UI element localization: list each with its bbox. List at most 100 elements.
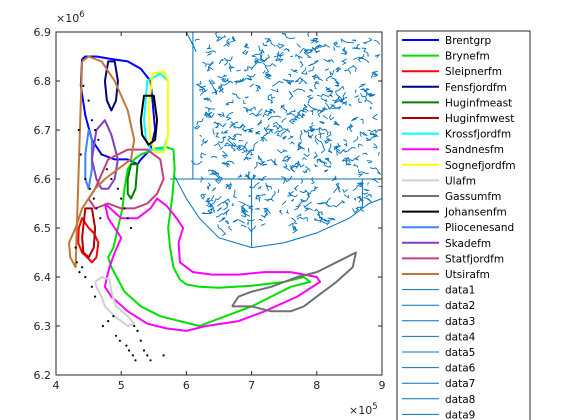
lake-outline [352, 65, 357, 72]
lake-outline [372, 132, 379, 138]
lake-outline [373, 39, 381, 45]
lake-outline [281, 200, 287, 206]
lake-outline [262, 62, 277, 67]
lake-outline [371, 177, 379, 184]
series-huginfmeast [126, 163, 139, 200]
lake-outline [324, 68, 329, 71]
lake-outline [257, 155, 264, 163]
legend-item-brentgrp: Brentgrp [402, 35, 492, 47]
lake-outline [211, 84, 217, 94]
lake-outline [351, 39, 357, 42]
lake-outline [216, 207, 222, 212]
legend-label: data3 [445, 316, 475, 328]
lake-outline [225, 99, 234, 106]
well-point [74, 246, 77, 249]
lake-outline [253, 162, 261, 169]
ticks-layer: 4 5 6 7 8 9 6.2 6.3 6.4 6.5 6.6 6.7 6.8 6.9 [34, 26, 386, 392]
lake-outline [328, 90, 334, 98]
lake-outline [345, 159, 351, 164]
lake-outline [200, 152, 207, 159]
lake-outline [309, 110, 314, 116]
lake-outline [362, 152, 368, 156]
lake-outline [193, 125, 201, 130]
lake-outline [217, 136, 227, 144]
legend-item-huginfmwest: Huginfmwest [402, 113, 514, 125]
series-gassumfm [231, 251, 357, 313]
y-tick-label: 6.9 [34, 26, 52, 39]
lake-outline [280, 104, 285, 110]
lake-outline [345, 158, 353, 166]
lake-outline [325, 138, 333, 144]
lake-outline [257, 54, 270, 64]
lake-outline [282, 154, 289, 162]
lake-outline [354, 89, 357, 93]
lake-outline [352, 184, 363, 191]
lake-outline [323, 58, 331, 62]
lake-outline [365, 91, 375, 97]
lake-outline [257, 185, 262, 190]
lake-outline [261, 213, 269, 218]
lake-outline [208, 79, 213, 83]
lake-outline [205, 111, 215, 118]
lake-outline [308, 66, 315, 72]
lake-outline [199, 89, 204, 92]
lake-outline [243, 141, 248, 150]
lake-outline [358, 173, 364, 178]
series-huginfmwest [81, 207, 97, 259]
lake-outline [264, 66, 269, 74]
lake-outline [308, 126, 316, 133]
lake-outline [207, 52, 212, 56]
lake-outline [358, 83, 367, 88]
lake-outline [223, 57, 228, 66]
legend-label: data2 [445, 300, 475, 312]
legend-item-krossfjordfm: Krossfjordfm [402, 129, 511, 141]
lake-outline [366, 160, 372, 164]
lake-outline [196, 117, 204, 126]
well-point [94, 295, 97, 298]
well-point [149, 359, 152, 362]
lake-outline [343, 194, 349, 199]
lake-outline [265, 109, 268, 113]
lake-outline [334, 96, 340, 103]
lake-outline [199, 85, 207, 93]
legend-label: data1 [445, 285, 475, 297]
lake-outline [214, 174, 221, 184]
lake-outline [307, 147, 310, 153]
lake-outline [225, 78, 229, 82]
lake-outline [204, 106, 215, 112]
legend-label: data8 [445, 394, 475, 406]
lake-outline [262, 109, 273, 118]
well-point [142, 349, 146, 352]
lake-outline [292, 117, 301, 121]
lake-outline [361, 47, 367, 52]
lake-outline [232, 123, 244, 129]
lake-outline [286, 112, 301, 118]
lake-outline [349, 123, 354, 133]
lake-outline [314, 81, 319, 90]
lake-outline [347, 157, 358, 162]
lake-outline [378, 152, 380, 156]
lake-outline [232, 189, 237, 199]
lake-outline [247, 73, 256, 81]
lake-outline [271, 95, 276, 100]
lake-outline [250, 152, 254, 156]
lake-outline [360, 206, 365, 212]
lake-outline [324, 98, 327, 102]
lake-outline [282, 158, 290, 163]
lake-outline [209, 79, 216, 85]
series-fensfjordfm [103, 60, 119, 112]
lake-outline [299, 190, 307, 194]
lake-outline [325, 197, 332, 204]
series-statfjordfm [87, 148, 165, 210]
lake-outline [217, 224, 227, 237]
lake-outline [367, 182, 369, 185]
lake-outline [335, 142, 342, 152]
lake-outline [218, 217, 226, 223]
lake-outline [347, 65, 355, 70]
lake-outline [249, 181, 260, 189]
lake-outline [259, 49, 264, 60]
well-point [101, 324, 104, 328]
lake-outline [304, 207, 314, 212]
lake-outline [357, 169, 369, 174]
y-tick-label: 6.7 [34, 124, 52, 137]
